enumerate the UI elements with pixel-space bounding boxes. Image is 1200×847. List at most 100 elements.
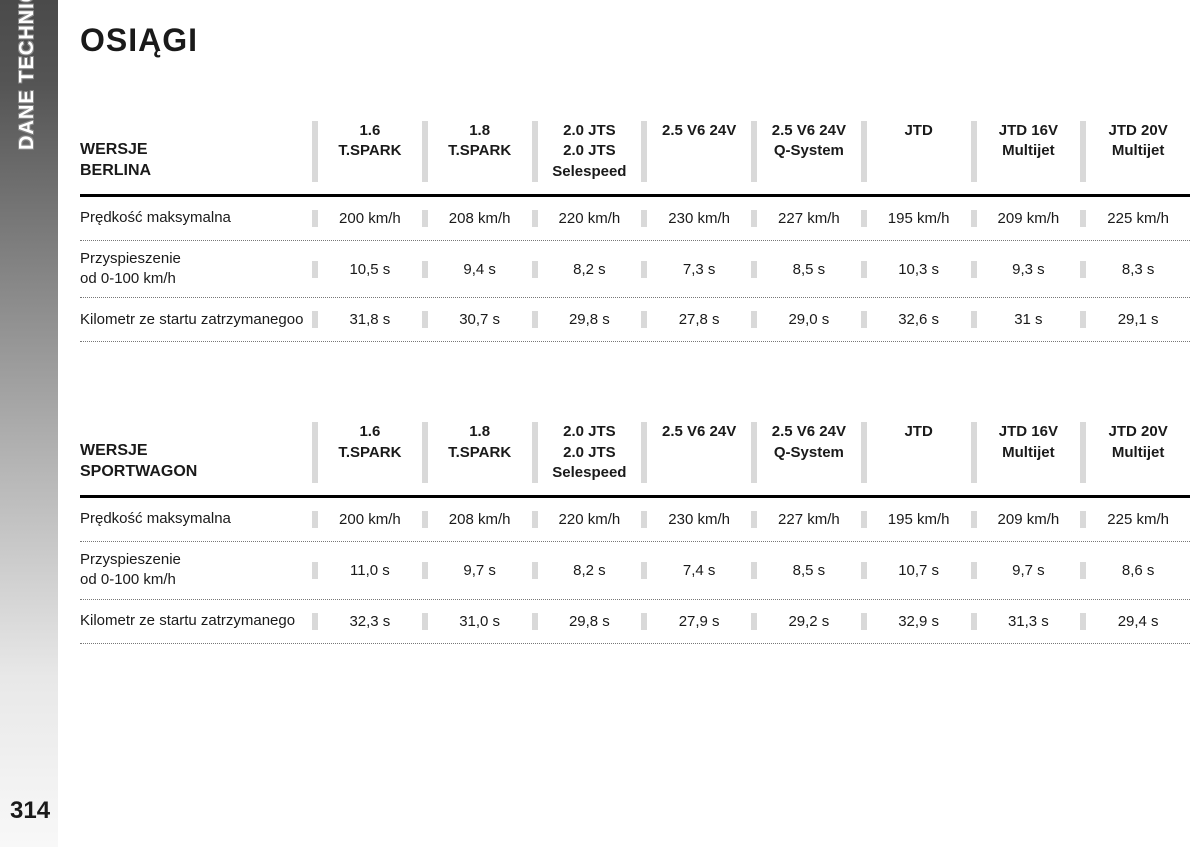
table-row: Przyspieszenieod 0-100 km/h10,5 s9,4 s8,… — [80, 241, 1190, 299]
column-header: 2.0 JTS2.0 JTSSelespeed — [532, 121, 642, 182]
data-cell: 195 km/h — [861, 511, 971, 528]
column-headers: 1.6T.SPARK1.8T.SPARK2.0 JTS2.0 JTSSelesp… — [312, 422, 1190, 483]
row-label-line: Kilometr ze startu zatrzymanego — [80, 612, 295, 629]
row-label-line: Przyspieszenie — [80, 551, 181, 568]
col-header-line: Selespeed — [552, 163, 626, 180]
row-label-line: od 0-100 km/h — [80, 571, 176, 588]
column-header: 2.5 V6 24V — [641, 121, 751, 182]
col-header-line: 2.5 V6 24V — [772, 423, 846, 440]
column-header: JTD 20VMultijet — [1080, 422, 1190, 483]
row-label-line: Kilometr ze startu zatrzymanegoo — [80, 311, 303, 328]
data-cell: 32,3 s — [312, 613, 422, 630]
row-cells: 200 km/h208 km/h220 km/h230 km/h227 km/h… — [312, 210, 1190, 227]
column-header: 1.6 T.SPARK — [312, 121, 422, 182]
data-cell: 9,7 s — [422, 562, 532, 579]
data-cell: 208 km/h — [422, 210, 532, 227]
data-cell: 8,6 s — [1080, 562, 1190, 579]
data-cell: 225 km/h — [1080, 511, 1190, 528]
data-cell: 32,6 s — [861, 311, 971, 328]
row-label-line: Przyspieszenie — [80, 250, 181, 267]
page-number: 314 — [10, 797, 50, 825]
sidebar-section-label: DANE TECHNICZNE — [16, 0, 39, 150]
data-cell: 29,1 s — [1080, 311, 1190, 328]
header-line: WERSJE — [80, 141, 148, 158]
data-cell: 29,8 s — [532, 311, 642, 328]
data-cell: 31,8 s — [312, 311, 422, 328]
header-line: SPORTWAGON — [80, 463, 197, 480]
data-cell: 225 km/h — [1080, 210, 1190, 227]
row-label: Prędkość maksymalna — [80, 509, 312, 529]
header-line: WERSJE — [80, 442, 148, 459]
data-cell: 29,4 s — [1080, 613, 1190, 630]
sidebar: DANE TECHNICZNE — [0, 0, 58, 847]
data-cell: 9,3 s — [971, 261, 1081, 278]
data-cell: 195 km/h — [861, 210, 971, 227]
data-cell: 8,3 s — [1080, 261, 1190, 278]
row-label-line: od 0-100 km/h — [80, 270, 176, 287]
col-header-line: Multijet — [1002, 142, 1055, 159]
data-cell: 200 km/h — [312, 511, 422, 528]
table-header-label: WERSJE SPORTWAGON — [80, 441, 312, 483]
data-cell: 31,3 s — [971, 613, 1081, 630]
col-header-line: JTD 16V — [999, 122, 1058, 139]
col-header-line: Q-System — [774, 142, 844, 159]
data-cell: 8,2 s — [532, 261, 642, 278]
col-header-line: 1.6 — [359, 423, 380, 440]
col-header-line: JTD 16V — [999, 423, 1058, 440]
data-cell: 29,0 s — [751, 311, 861, 328]
data-cell: 200 km/h — [312, 210, 422, 227]
col-header-line: T.SPARK — [338, 142, 401, 159]
row-label: Kilometr ze startu zatrzymanego — [80, 611, 312, 631]
col-header-line: JTD — [904, 122, 932, 139]
col-header-line: T.SPARK — [338, 444, 401, 461]
data-cell: 8,5 s — [751, 562, 861, 579]
column-header: JTD 16VMultijet — [971, 422, 1081, 483]
column-header: JTD — [861, 422, 971, 483]
col-header-line: 2.0 JTS — [563, 423, 616, 440]
data-cell: 27,8 s — [641, 311, 751, 328]
col-header-line: 2.5 V6 24V — [662, 122, 736, 139]
data-cell: 32,9 s — [861, 613, 971, 630]
column-header: 1.8 T.SPARK — [422, 121, 532, 182]
data-cell: 209 km/h — [971, 210, 1081, 227]
row-label-line: Prędkość maksymalna — [80, 510, 231, 527]
data-cell: 30,7 s — [422, 311, 532, 328]
column-header: JTD — [861, 121, 971, 182]
col-header-line: JTD — [904, 423, 932, 440]
col-header-line: T.SPARK — [448, 444, 511, 461]
data-cell: 27,9 s — [641, 613, 751, 630]
page-title: OSIĄGI — [80, 22, 1190, 59]
data-cell: 227 km/h — [751, 511, 861, 528]
col-header-line: 1.6 — [359, 122, 380, 139]
col-header-line: 2.5 V6 24V — [662, 423, 736, 440]
row-label: Kilometr ze startu zatrzymanegoo — [80, 310, 312, 330]
col-header-line: 1.8 — [469, 122, 490, 139]
table-header-row: WERSJEBERLINA1.6T.SPARK1.8T.SPARK2.0 JTS… — [80, 121, 1190, 197]
data-cell: 9,4 s — [422, 261, 532, 278]
col-header-line: Multijet — [1112, 444, 1165, 461]
row-label: Prędkość maksymalna — [80, 208, 312, 228]
row-label-line: Prędkość maksymalna — [80, 209, 231, 226]
table-row: Prędkość maksymalna 200 km/h208 km/h220 k… — [80, 498, 1190, 542]
table-row: Kilometr ze startu zatrzymanego32,3 s31,… — [80, 600, 1190, 644]
col-header-line: 2.0 JTS — [563, 122, 616, 139]
table-row: Prędkość maksymalna 200 km/h208 km/h220 k… — [80, 197, 1190, 241]
data-cell: 31,0 s — [422, 613, 532, 630]
data-cell: 230 km/h — [641, 511, 751, 528]
row-cells: 32,3 s31,0 s29,8 s27,9 s29,2 s32,9 s31,3… — [312, 613, 1190, 630]
data-cell: 9,7 s — [971, 562, 1081, 579]
data-cell: 10,3 s — [861, 261, 971, 278]
col-header-line: Multijet — [1112, 142, 1165, 159]
data-cell: 11,0 s — [312, 562, 422, 579]
data-cell: 230 km/h — [641, 210, 751, 227]
row-cells: 200 km/h208 km/h220 km/h230 km/h227 km/h… — [312, 511, 1190, 528]
col-header-line: Q-System — [774, 444, 844, 461]
column-headers: 1.6T.SPARK1.8T.SPARK2.0 JTS2.0 JTSSelesp… — [312, 121, 1190, 182]
row-cells: 11,0 s9,7 s8,2 s7,4 s8,5 s10,7 s9,7 s8,6… — [312, 562, 1190, 579]
data-cell: 220 km/h — [532, 511, 642, 528]
col-header-line: T.SPARK — [448, 142, 511, 159]
column-header: JTD 20VMultijet — [1080, 121, 1190, 182]
data-cell: 10,5 s — [312, 261, 422, 278]
data-cell: 208 km/h — [422, 511, 532, 528]
data-cell: 10,7 s — [861, 562, 971, 579]
